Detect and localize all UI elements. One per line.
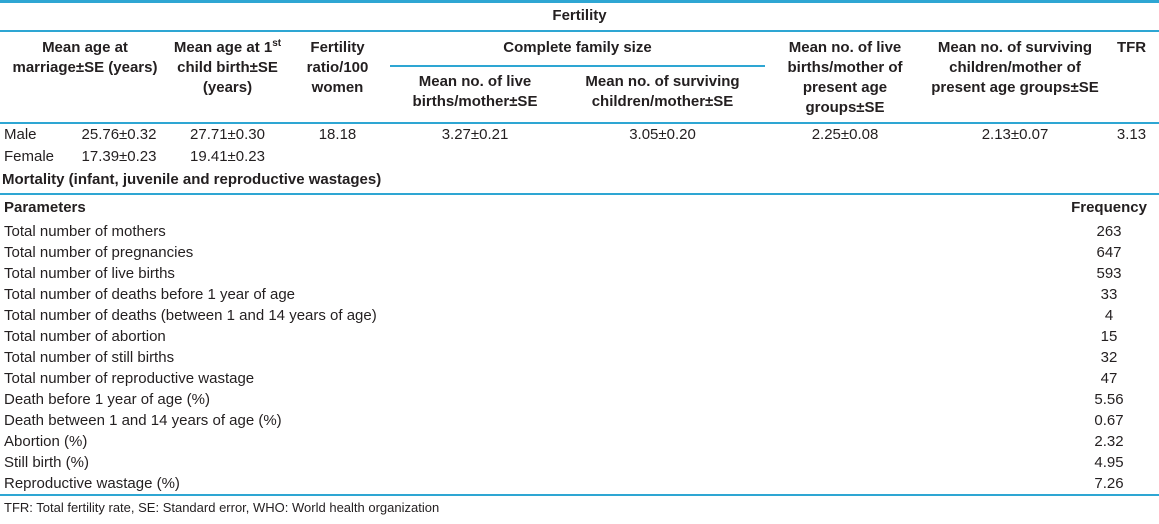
section-heading-row: Mortality (infant, juvenile and reproduc… [0, 168, 1159, 193]
mortality-section-heading: Mortality (infant, juvenile and reproduc… [2, 171, 382, 188]
frequency-value: 2.32 [1094, 433, 1124, 450]
table-row: Total number of still births 32 [0, 347, 1159, 368]
parameter-label: Reproductive wastage (%) [4, 475, 180, 492]
table-row: Total number of pregnancies 647 [0, 242, 1159, 263]
col-header-tfr: TFR [1116, 39, 1147, 56]
table-footnote: TFR: Total fertility rate, SE: Standard … [4, 500, 440, 515]
parameter-label: Death between 1 and 14 years of age (%) [4, 412, 282, 429]
frequency-value: 7.26 [1094, 475, 1124, 492]
frequency-value: 4.95 [1094, 454, 1124, 471]
table-row: Total number of deaths (between 1 and 14… [0, 305, 1159, 326]
sub-header-row: Mean no. of live births/mother±SE Mean n… [0, 66, 1159, 123]
cell-fertility-ratio [285, 146, 390, 168]
cell-live-births-mother [390, 146, 560, 168]
cell-tfr: 3.13 [1116, 126, 1147, 143]
col-header-marriage: Mean age at marriage±SE (years) [12, 39, 158, 76]
table-row: Abortion (%) 2.32 [0, 431, 1159, 452]
table-title: Fertility [0, 1, 1159, 32]
table-title-row: Fertility [0, 1, 1159, 32]
column-header-row: Mean age at marriage±SE (years) Mean age… [0, 31, 1159, 116]
cell-surviving-children-present: 2.13±0.07 [981, 126, 1049, 143]
parameter-label: Total number of deaths before 1 year of … [4, 286, 296, 303]
col-header-parameters: Parameters [4, 199, 86, 216]
mortality-header-row: Parameters Frequency [0, 194, 1159, 221]
col-header-surviving-children-mother: Mean no. of surviving children/mother±SE [585, 73, 740, 111]
parameter-label: Still birth (%) [4, 454, 90, 471]
fertility-table: Fertility Mean age at marriage±SE (years… [0, 0, 1159, 193]
table-row: Total number of reproductive wastage 47 [0, 368, 1159, 389]
frequency-value: 0.67 [1094, 412, 1124, 429]
cell-first-child: 19.41±0.23 [190, 148, 265, 165]
mortality-table: Parameters Frequency Total number of mot… [0, 193, 1159, 496]
cell-live-births-present: 2.25±0.08 [811, 126, 879, 143]
parameter-label: Total number of live births [4, 265, 175, 282]
row-label: Male [4, 126, 37, 143]
cell-surviving-children-mother: 3.05±0.20 [629, 126, 696, 143]
frequency-value: 33 [1100, 286, 1118, 303]
frequency-value: 15 [1100, 328, 1118, 345]
parameter-label: Abortion (%) [4, 433, 88, 450]
parameter-label: Death before 1 year of age (%) [4, 391, 210, 408]
cell-surviving-children-mother [560, 146, 765, 168]
col-header-fertility-ratio: Fertility ratio/100 women [306, 39, 369, 96]
table-row: Death before 1 year of age (%) 5.56 [0, 389, 1159, 410]
first-child-text: Mean age at 1 [173, 39, 273, 56]
parameter-label: Total number of still births [4, 349, 175, 366]
first-child-text-tail: child birth±SE (years) [177, 59, 278, 96]
cell-tfr [1105, 146, 1159, 168]
ordinal-superscript: st [272, 38, 282, 49]
cell-marriage: 25.76±0.32 [81, 126, 157, 143]
col-header-live-births-mother: Mean no. of live births/mother±SE [412, 73, 538, 111]
table-row: Total number of deaths before 1 year of … [0, 284, 1159, 305]
cell-live-births-present [765, 146, 925, 168]
table-row: Total number of abortion 15 [0, 326, 1159, 347]
table-row-female: Female 17.39±0.23 19.41±0.23 [0, 146, 1159, 168]
col-header-frequency: Frequency [1071, 199, 1147, 216]
parameter-label: Total number of reproductive wastage [4, 370, 255, 387]
cell-first-child: 27.71±0.30 [190, 126, 265, 143]
table-row: Reproductive wastage (%) 7.26 [0, 473, 1159, 495]
frequency-value: 47 [1100, 370, 1118, 387]
frequency-value: 593 [1096, 265, 1122, 282]
frequency-value: 5.56 [1094, 391, 1124, 408]
parameter-label: Total number of abortion [4, 328, 166, 345]
col-header-live-births-present: Mean no. of live births/mother of presen… [787, 39, 903, 116]
frequency-value: 647 [1096, 244, 1122, 261]
col-header-first-child: Mean age at 1st child birth±SE (years) [170, 31, 285, 123]
frequency-value: 4 [1104, 307, 1114, 324]
table-row-male: Male 25.76±0.32 27.71±0.30 18.18 3.27±0.… [0, 123, 1159, 146]
cell-fertility-ratio: 18.18 [318, 126, 357, 143]
table-row: Still birth (%) 4.95 [0, 452, 1159, 473]
col-header-complete-family-size: Complete family size [390, 31, 765, 68]
row-label: Female [4, 148, 55, 165]
frequency-value: 263 [1096, 223, 1122, 240]
col-header-surviving-children-present: Mean no. of surviving children/mother of… [931, 39, 1099, 96]
parameter-label: Total number of mothers [4, 223, 166, 240]
cell-live-births-mother: 3.27±0.21 [441, 126, 509, 143]
parameter-label: Total number of deaths (between 1 and 14… [4, 307, 377, 324]
table-row: Total number of mothers 263 [0, 221, 1159, 242]
table-row: Death between 1 and 14 years of age (%) … [0, 410, 1159, 431]
frequency-value: 32 [1100, 349, 1118, 366]
table-row: Total number of live births 593 [0, 263, 1159, 284]
cell-surviving-children-present [925, 146, 1105, 168]
cell-marriage: 17.39±0.23 [81, 148, 157, 165]
parameter-label: Total number of pregnancies [4, 244, 194, 261]
